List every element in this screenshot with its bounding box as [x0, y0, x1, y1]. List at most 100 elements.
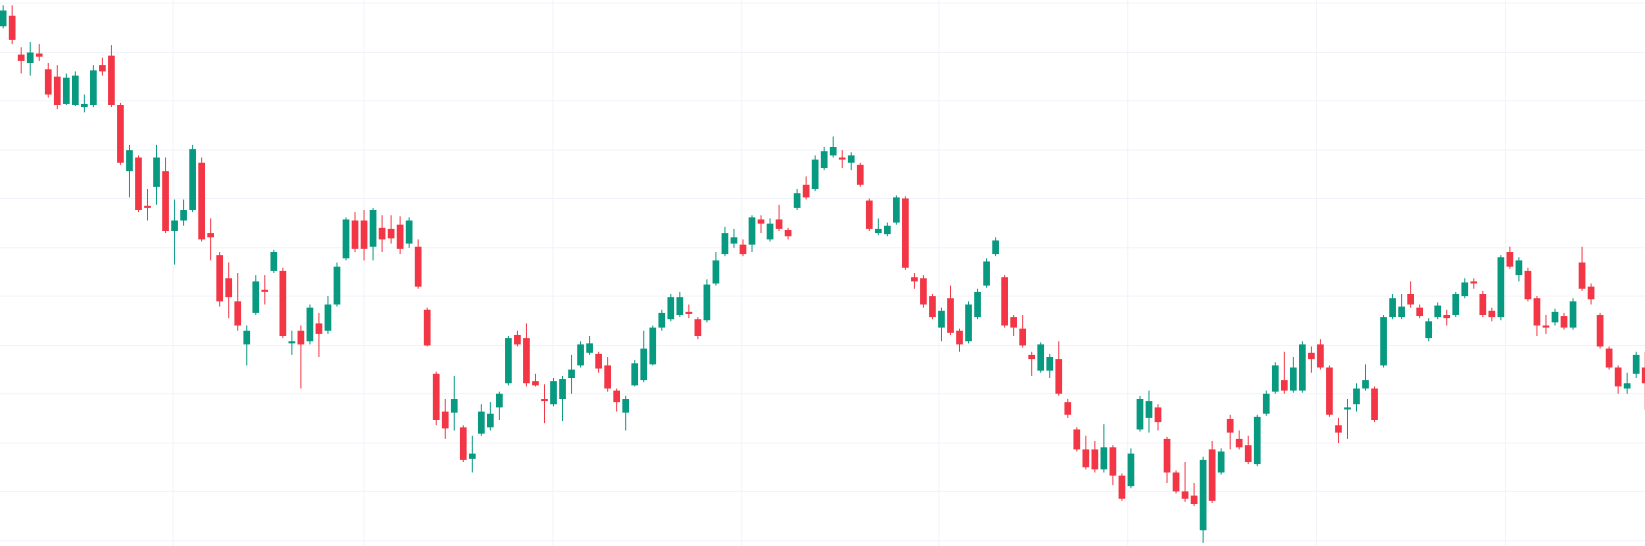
candle-body — [1632, 354, 1640, 374]
candle-body — [1479, 294, 1487, 315]
candle-body — [26, 52, 34, 63]
candle-body — [459, 427, 467, 460]
candle-body — [911, 277, 918, 282]
candle-body — [1271, 365, 1279, 392]
candle-body — [1371, 388, 1378, 420]
candle-body — [144, 205, 151, 208]
candle-body — [1416, 307, 1424, 317]
candle-body — [0, 10, 7, 27]
candle-body — [640, 348, 648, 381]
candle-body — [1082, 449, 1090, 468]
candle-body — [1010, 317, 1018, 328]
candle-body — [847, 155, 855, 163]
candle-body — [243, 330, 251, 345]
candle-body — [820, 151, 828, 168]
candle-body — [1398, 306, 1405, 318]
candle-body — [135, 157, 142, 210]
candle-body — [1452, 294, 1460, 315]
candle-body — [667, 297, 675, 320]
candle-body — [694, 319, 702, 336]
candle-body — [117, 105, 124, 163]
candle-body — [1614, 367, 1622, 387]
candle-body — [532, 381, 539, 386]
candle-body — [342, 219, 350, 259]
candle-body — [1605, 348, 1613, 368]
candle-body — [1199, 459, 1207, 531]
candle-body — [1226, 418, 1234, 433]
candle-body — [17, 54, 25, 61]
candle-body — [938, 310, 945, 328]
candle-body — [1181, 491, 1189, 499]
candle-body — [99, 65, 106, 72]
candle-body — [1353, 388, 1360, 405]
candle-body — [775, 219, 783, 229]
candle-body — [1326, 367, 1333, 415]
candle-body — [153, 157, 160, 187]
candle-body — [450, 399, 458, 413]
vertical-grid — [173, 0, 1505, 546]
candle-body — [1308, 352, 1315, 360]
candle-body — [965, 304, 972, 342]
candle-body — [369, 210, 377, 247]
candle-body — [1244, 445, 1252, 462]
candle-body — [757, 219, 765, 224]
candle-body — [423, 309, 431, 346]
candle-body — [1596, 315, 1604, 347]
candle-body — [35, 53, 43, 57]
candle-body — [1299, 344, 1306, 391]
candle-body — [405, 220, 413, 244]
candle-body — [261, 289, 269, 292]
candle-body — [1154, 407, 1162, 423]
candle-body — [1533, 298, 1541, 326]
candle-body — [1028, 354, 1036, 360]
candle-body — [865, 200, 873, 229]
candle-body — [631, 363, 639, 386]
candle-body — [1208, 449, 1216, 501]
candle-body — [685, 311, 693, 314]
candle-body — [1280, 380, 1288, 391]
candle-body — [577, 344, 584, 366]
candle-body — [1019, 328, 1027, 346]
candle-body — [297, 330, 305, 345]
candle-body — [1578, 262, 1586, 289]
candle-body — [1136, 399, 1144, 430]
candle-body — [1542, 325, 1550, 328]
candle-body — [974, 291, 981, 318]
candle-body — [8, 15, 16, 40]
candle-body — [1064, 402, 1072, 415]
candle-body — [1317, 344, 1324, 368]
candle-body — [721, 233, 729, 255]
candle-body — [1380, 317, 1387, 366]
candle-body — [1127, 453, 1135, 487]
candle-body — [956, 330, 963, 345]
candle-body — [279, 270, 287, 336]
candle-body — [351, 220, 359, 249]
candle-body — [1470, 281, 1478, 284]
candle-body — [856, 164, 864, 185]
candle-body — [1001, 277, 1008, 326]
candle-body — [514, 334, 521, 345]
candle-body — [1461, 282, 1469, 297]
candle-body — [1560, 316, 1568, 328]
candle-body — [505, 338, 512, 384]
candle-body — [288, 341, 296, 344]
candle-body — [414, 246, 422, 287]
candle-body — [838, 157, 846, 160]
candle-body — [477, 411, 485, 434]
candle-body — [649, 327, 657, 365]
candle-body — [983, 261, 990, 286]
candle-body — [1434, 305, 1442, 318]
candle-body — [902, 198, 909, 268]
candle-body — [324, 304, 332, 331]
candle-body — [1055, 359, 1063, 394]
candle-body — [947, 298, 954, 333]
candle-body — [270, 252, 278, 271]
candle-body — [44, 69, 52, 95]
candle-body — [252, 281, 260, 313]
candle-body — [523, 338, 530, 384]
candle-body — [1497, 257, 1505, 318]
candle-body — [1524, 270, 1532, 300]
candle-body — [730, 237, 738, 244]
candle-body — [360, 220, 368, 249]
